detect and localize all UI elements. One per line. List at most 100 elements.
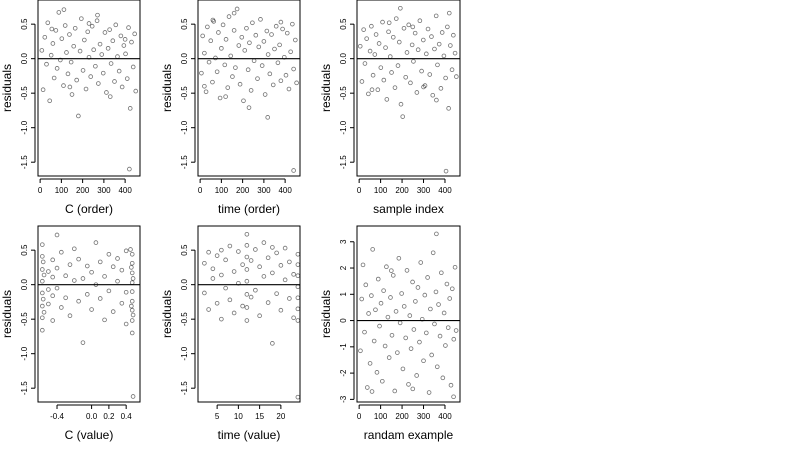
panel-2-data-point: [256, 44, 262, 50]
panel-6-y-axis-label: residuals: [319, 290, 333, 338]
panel-3-data-point: [443, 75, 448, 81]
panel-5-data-point: [274, 291, 279, 296]
panel-2-data-point: [291, 66, 296, 72]
panel-6-data-point: [399, 291, 404, 296]
panel-2-data-point: [223, 37, 229, 42]
panel-1-data-point: [72, 25, 78, 31]
panel-3-data-point: [417, 18, 423, 24]
panel-1-data-point: [130, 64, 136, 70]
panel-3-data-point: [387, 54, 393, 59]
panel-6-data-point: [453, 328, 459, 333]
panel-1-data-point: [61, 83, 66, 88]
panel-1-data-point: [58, 57, 63, 63]
panel-6-data-point: [374, 370, 380, 375]
panel-1-data-point: [127, 166, 132, 172]
panel-4-data-point: [130, 312, 136, 318]
panel-6-data-point: [418, 260, 424, 265]
panel-2-data-point: [216, 30, 221, 35]
panel-4-data-point: [67, 262, 73, 267]
panel-4-data-point: [119, 267, 125, 273]
panel-3-data-point: [381, 77, 387, 83]
panel-1-data-point: [62, 23, 68, 28]
panel-2-data-point: [214, 69, 220, 75]
panel-5-data-point: [202, 290, 207, 296]
panel-4-data-point: [76, 298, 81, 304]
panel-3-data-point: [404, 50, 410, 55]
panel-1-data-point: [105, 46, 111, 51]
panel-2-data-point: [265, 52, 271, 57]
panel-2-data-point: [202, 50, 207, 56]
panel-4-data-point: [40, 254, 45, 259]
panel-3-data-point: [366, 91, 371, 97]
panel-3-y-tick-label: -1.5: [339, 155, 348, 169]
panel-3-y-tick-label: 0.5: [339, 18, 348, 30]
panel-6-data-point: [419, 316, 425, 322]
panel-1-x-tick-label: 200: [76, 186, 90, 195]
panel-4-data-point: [97, 259, 103, 265]
panel-6-x-tick-label: 400: [438, 412, 452, 421]
panel-3-data-point: [375, 87, 381, 93]
panel-6-data-point: [363, 282, 369, 288]
panel-6-data-point: [428, 306, 433, 312]
panel-2-data-point: [246, 105, 252, 110]
panel-1-x-tick-label: 400: [118, 186, 132, 195]
panel-5-data-point: [240, 303, 245, 309]
panel-6-data-point: [421, 358, 426, 364]
panel-4-data-point: [102, 274, 107, 279]
panel-1-data-point: [133, 88, 139, 94]
panel-5-data-point: [282, 277, 288, 283]
panel-1-data-point: [86, 54, 92, 60]
panel-6-data-point: [414, 373, 419, 378]
panel-6-data-point: [408, 346, 414, 351]
panel-5-data-point: [261, 274, 267, 279]
panel-4-data-point: [115, 256, 120, 261]
panel-4-data-point: [67, 313, 73, 319]
panel-2-data-point: [286, 86, 292, 92]
panel-5-data-point: [210, 276, 216, 281]
panel-2-data-point: [200, 33, 205, 39]
panel-2-x-tick-label: 400: [278, 186, 292, 195]
panel-3-data-point: [452, 50, 458, 56]
panel-5-data-point: [244, 231, 250, 237]
panel-1-data-point: [86, 21, 92, 26]
panel-1-data-point: [112, 79, 117, 84]
panel-6-data-point: [441, 310, 447, 316]
panel-2-x-tick-label: 300: [257, 186, 271, 195]
panel-3-data-point: [398, 101, 404, 107]
panel-4-data-point: [50, 257, 55, 263]
panel-6-data-point: [413, 299, 418, 304]
panel-3-data-point: [454, 74, 459, 79]
panel-3-data-point: [406, 22, 412, 28]
panel-4-data-point: [123, 321, 129, 327]
panel-2-data-point: [220, 22, 226, 28]
panel-1-data-point: [67, 32, 72, 37]
panel-6-data-point: [401, 304, 407, 309]
panel-6-data-point: [447, 296, 453, 301]
panel-1-data-point: [127, 106, 133, 111]
panel-6-data-point: [384, 264, 389, 270]
panel-6-data-point: [392, 388, 398, 394]
panel-5-data-point: [282, 245, 288, 251]
panel-1-chart: 0 100 200 300 400 C (order) 0.5 0.0 -0.5 -1.0 -1.5…: [0, 0, 141, 216]
panel-3-data-point: [401, 25, 407, 31]
panel-1-x-tick-label: 300: [97, 186, 111, 195]
panel-2-x-tick-label: 0: [198, 186, 203, 195]
panel-2-data-point: [293, 37, 298, 43]
panel-4-data-point: [63, 273, 68, 278]
panel-6-data-point: [433, 289, 439, 295]
panel-3-y-axis-label: residuals: [319, 64, 333, 112]
panel-4-data-point: [76, 256, 81, 262]
panel-3-data-point: [408, 80, 413, 86]
panel-2-data-point: [288, 49, 293, 55]
panel-6-data-point: [443, 343, 448, 348]
panel-6-x-axis-label: randam example: [364, 428, 454, 442]
panel-2-data-point: [217, 95, 223, 101]
panel-3-data-point: [386, 20, 392, 26]
panel-2-data-point: [219, 46, 224, 51]
panel-3-data-point: [369, 87, 375, 93]
panel-4-data-point: [123, 248, 129, 254]
panel-2-data-point: [278, 19, 284, 25]
panel-2-y-tick-label: -1.0: [180, 120, 189, 134]
panel-3-y-tick-label: -1.0: [339, 120, 348, 134]
